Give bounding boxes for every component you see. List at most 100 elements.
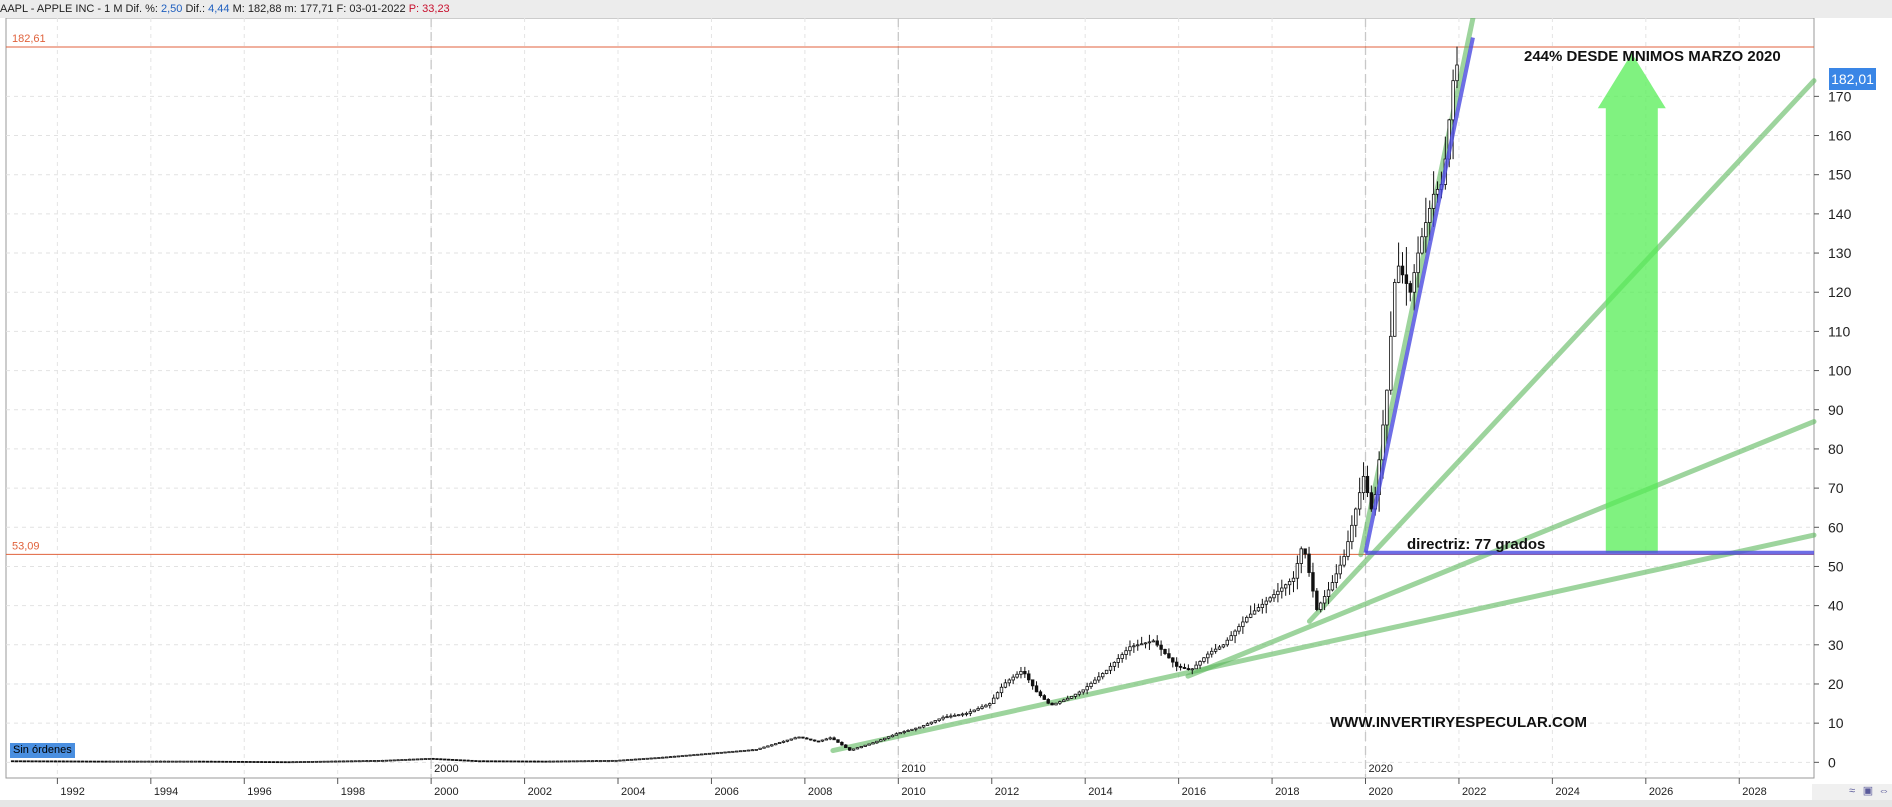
chart-type-icon[interactable]: ≈ <box>1848 785 1856 797</box>
candle-body <box>1062 699 1066 703</box>
candle-body <box>225 760 229 763</box>
candle-body <box>1256 607 1261 612</box>
candle-body <box>844 744 848 748</box>
candle-body <box>1311 572 1315 592</box>
candle-body <box>14 760 19 763</box>
candle-body <box>236 760 241 763</box>
candle-body <box>1428 208 1432 223</box>
candle-body <box>622 759 626 762</box>
candle-body <box>816 740 821 743</box>
candle-body <box>493 760 498 763</box>
symbol-label: AAPL - APPLE INC - <box>0 3 105 15</box>
candle-body <box>524 760 529 763</box>
candle-body <box>1248 613 1253 618</box>
candle-body <box>299 761 303 763</box>
candle-body <box>166 760 171 763</box>
candle-body <box>937 718 941 721</box>
candle-body <box>859 746 864 749</box>
candle-body <box>1182 667 1187 669</box>
directriz-lines <box>1363 37 1814 555</box>
candle-body <box>723 751 727 754</box>
candle-body <box>1085 686 1089 691</box>
candle-body <box>80 760 85 763</box>
y-tick-label: 100 <box>1828 363 1852 379</box>
candle-body <box>988 703 992 706</box>
candle-body <box>92 760 97 763</box>
save-icon[interactable]: ▣ <box>1862 785 1874 797</box>
candle-body <box>466 759 470 762</box>
corner-toolbar: ≈ ▣ ⇔ <box>1812 784 1892 800</box>
settings-icon[interactable]: ⇔ <box>1878 785 1890 797</box>
candle-body <box>657 757 661 759</box>
candle-body <box>1217 646 1222 650</box>
candle-body <box>334 760 338 763</box>
candle-body <box>478 760 482 763</box>
candle-body <box>1202 657 1206 662</box>
candle-body <box>77 760 81 763</box>
candle-body <box>809 738 813 741</box>
candle-body <box>610 760 614 762</box>
candle-body <box>69 760 73 763</box>
candle-body <box>435 758 439 761</box>
candle-body <box>119 760 124 763</box>
candle-body <box>847 747 852 751</box>
candle-body <box>178 760 182 763</box>
orders-badge[interactable]: Sin órdenes <box>10 743 75 758</box>
candle-body <box>918 726 922 729</box>
candle-body <box>349 760 354 763</box>
x-axis: 1992 1994 1996 1998 2000 2002 2004 2006 2008 2010… <box>56 763 1767 798</box>
candle-body <box>139 760 143 763</box>
candle-body <box>404 758 408 761</box>
candle-body <box>193 760 198 763</box>
candle-body <box>637 758 642 761</box>
candle-body <box>680 755 684 758</box>
candle-body <box>1108 665 1113 671</box>
candle-body <box>517 760 521 763</box>
candle-body <box>602 760 607 762</box>
horizontal-scrollbar[interactable] <box>0 800 1892 807</box>
candle-body <box>283 761 287 764</box>
candle-body <box>594 760 599 762</box>
candle-body <box>357 760 361 763</box>
y-tick-label: 130 <box>1828 245 1852 261</box>
candle-body <box>832 737 836 741</box>
candle-body <box>598 760 603 762</box>
x-tick-label: 2018 <box>1275 786 1299 798</box>
candle-body <box>1315 590 1319 610</box>
candle-body <box>591 760 595 763</box>
candle-body <box>824 738 828 741</box>
candle-body <box>279 761 283 764</box>
y-tick-label: 30 <box>1828 637 1844 653</box>
candle-body <box>964 712 969 715</box>
candle-body <box>855 747 860 750</box>
candle-body <box>45 760 50 763</box>
candle-body <box>104 760 108 763</box>
x-tick-label: 2026 <box>1649 786 1673 798</box>
candle-body <box>1291 577 1296 582</box>
candle-body <box>1334 573 1339 583</box>
candle-body <box>953 714 957 717</box>
x-tick-label: 1998 <box>341 786 365 798</box>
price-chart[interactable]: 0 10 20 30 40 50 60 70 80 90 100 110 120 130 140 150 160… <box>0 18 1892 800</box>
candle-body <box>1221 644 1226 648</box>
candle-body <box>980 706 984 709</box>
candle-body <box>1350 524 1354 543</box>
candle-body <box>921 725 926 728</box>
x-tick-label: 2012 <box>995 786 1019 798</box>
candle-body <box>252 761 256 763</box>
candle-body <box>867 743 871 746</box>
date-label: F: 03-01-2022 <box>333 3 406 15</box>
candle-body <box>902 731 906 734</box>
candle-body <box>481 760 486 763</box>
candle-body <box>738 750 743 753</box>
candle-body <box>190 760 194 763</box>
candle-body <box>770 744 774 747</box>
candle-body <box>1396 265 1401 283</box>
candle-body <box>1155 640 1159 646</box>
up-arrow-icon <box>1597 53 1666 553</box>
candle-body <box>330 760 334 763</box>
candle-body <box>735 750 739 753</box>
candle-body <box>485 760 490 763</box>
candle-body <box>1408 283 1412 293</box>
candle-body <box>1451 80 1455 121</box>
